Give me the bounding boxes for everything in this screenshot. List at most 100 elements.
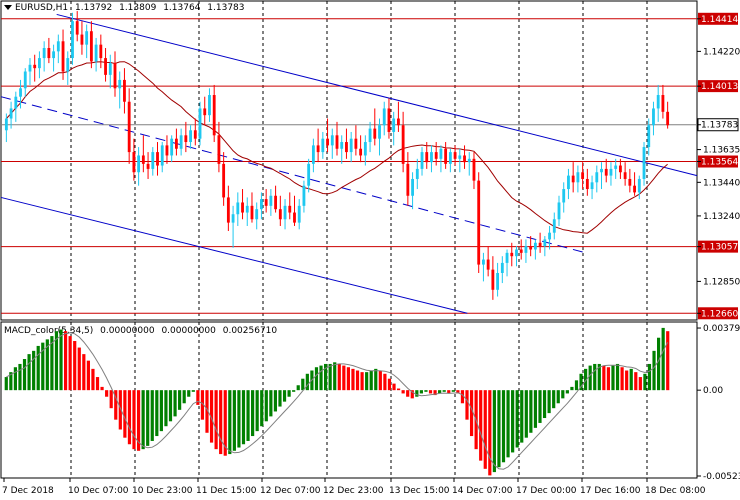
macd-bar [155, 390, 159, 437]
macd-bar [86, 360, 90, 391]
candle-body [666, 111, 670, 126]
macd-bar [282, 390, 287, 402]
candle-body [557, 202, 561, 220]
macd-bar [105, 390, 109, 397]
trend-channel[interactable] [0, 13, 698, 314]
candle-body [264, 199, 268, 206]
time-label: 17 Dec 16:00 [580, 486, 641, 496]
macd-bar [556, 390, 560, 404]
macd-bar [661, 327, 665, 391]
macd-bar [428, 390, 433, 394]
candle-body [38, 58, 41, 69]
current-price-label: 1.13783 [701, 121, 738, 131]
macd-bar [538, 390, 542, 423]
candle-body [75, 21, 79, 35]
macd-bar [141, 390, 145, 450]
candle-body [387, 108, 391, 132]
candle-body [283, 205, 287, 220]
candle-body [14, 96, 18, 109]
macd-bar [68, 336, 72, 391]
macd-bar [237, 390, 241, 448]
chart-frame [0, 0, 698, 479]
channel-upper-line[interactable] [56, 13, 698, 177]
candle-body [260, 199, 263, 210]
candle-body [23, 71, 27, 89]
candle-body [278, 209, 282, 220]
macd-bar [374, 368, 378, 391]
macd-bar [365, 372, 369, 391]
macd-bar [506, 390, 510, 458]
ma-line [6, 61, 668, 234]
macd-bar [178, 390, 182, 410]
macd-bar [59, 329, 63, 391]
candle-body [19, 88, 22, 97]
candle-body [269, 195, 273, 206]
macd-bar [50, 336, 54, 391]
channel-lower-line[interactable] [0, 196, 468, 314]
macd-bar [182, 390, 186, 404]
candle-body [335, 135, 339, 149]
macd-bar [95, 377, 100, 391]
time-axis[interactable]: 7 Dec 2018 10 Dec 07:00 10 Dec 23:00 11 Dec… [2, 478, 706, 496]
macd-bar [465, 390, 469, 420]
macd-bar [260, 390, 264, 427]
macd-value-3: 0.00256710 [222, 326, 278, 336]
candle-body [94, 44, 98, 62]
macd-bar [13, 367, 18, 391]
candle-body [71, 21, 74, 59]
macd-bar [100, 386, 104, 391]
candle-body [510, 252, 514, 257]
candle-body [123, 79, 126, 102]
candle-body [184, 135, 188, 143]
candle-body [127, 101, 131, 153]
chart-menu-icon[interactable] [4, 5, 12, 10]
horizontal-levels[interactable]: 1.14414 1.14013 1.13564 1.13057 1.12660 1.137… [1, 12, 739, 320]
macd-bar [419, 390, 423, 394]
candle-body [533, 242, 537, 250]
candle-body [33, 64, 37, 69]
macd-bar [574, 380, 579, 391]
candle-body [637, 178, 641, 193]
candle-body [420, 152, 424, 169]
level-label: 1.14013 [701, 82, 738, 92]
candle-body [500, 262, 504, 273]
macd-bar [32, 350, 36, 391]
macd-bar [529, 390, 533, 433]
macd-bar [45, 339, 49, 391]
candle-body [179, 135, 183, 149]
macd-bar [547, 390, 551, 414]
channel-middle-line[interactable] [0, 96, 586, 254]
candle-body [448, 152, 452, 164]
macd-bar [173, 390, 177, 417]
macd-bar [383, 373, 387, 391]
macd-bar [579, 373, 583, 391]
candle-body [297, 205, 301, 223]
macd-bar [319, 365, 323, 391]
macd-panel-border [0, 321, 698, 479]
price-tick-label: 1.13440 [703, 178, 740, 188]
macd-bar [296, 385, 300, 391]
macd-bar [150, 390, 154, 441]
macd-bar [483, 390, 487, 469]
candle-body [453, 152, 457, 159]
macd-bar [278, 390, 282, 407]
candle-body [66, 58, 70, 72]
candle-body [661, 95, 665, 112]
candle-body [647, 125, 651, 148]
candle-body [61, 41, 65, 72]
candle-body [609, 168, 613, 176]
candle-body [113, 63, 117, 89]
price-axis[interactable]: 1.14220 1.13635 1.13440 1.13240 1.12850 [697, 18, 740, 314]
macd-bar [611, 365, 615, 391]
macd-bar [666, 331, 670, 391]
macd-bar [456, 390, 460, 394]
candle-body [349, 138, 353, 153]
candle-body [354, 138, 358, 149]
macd-bar [241, 390, 246, 445]
candle-body [326, 138, 329, 146]
candle-body [482, 259, 485, 265]
macd-bar [433, 390, 437, 396]
macd-bar [501, 390, 506, 463]
candle-body [444, 148, 448, 164]
